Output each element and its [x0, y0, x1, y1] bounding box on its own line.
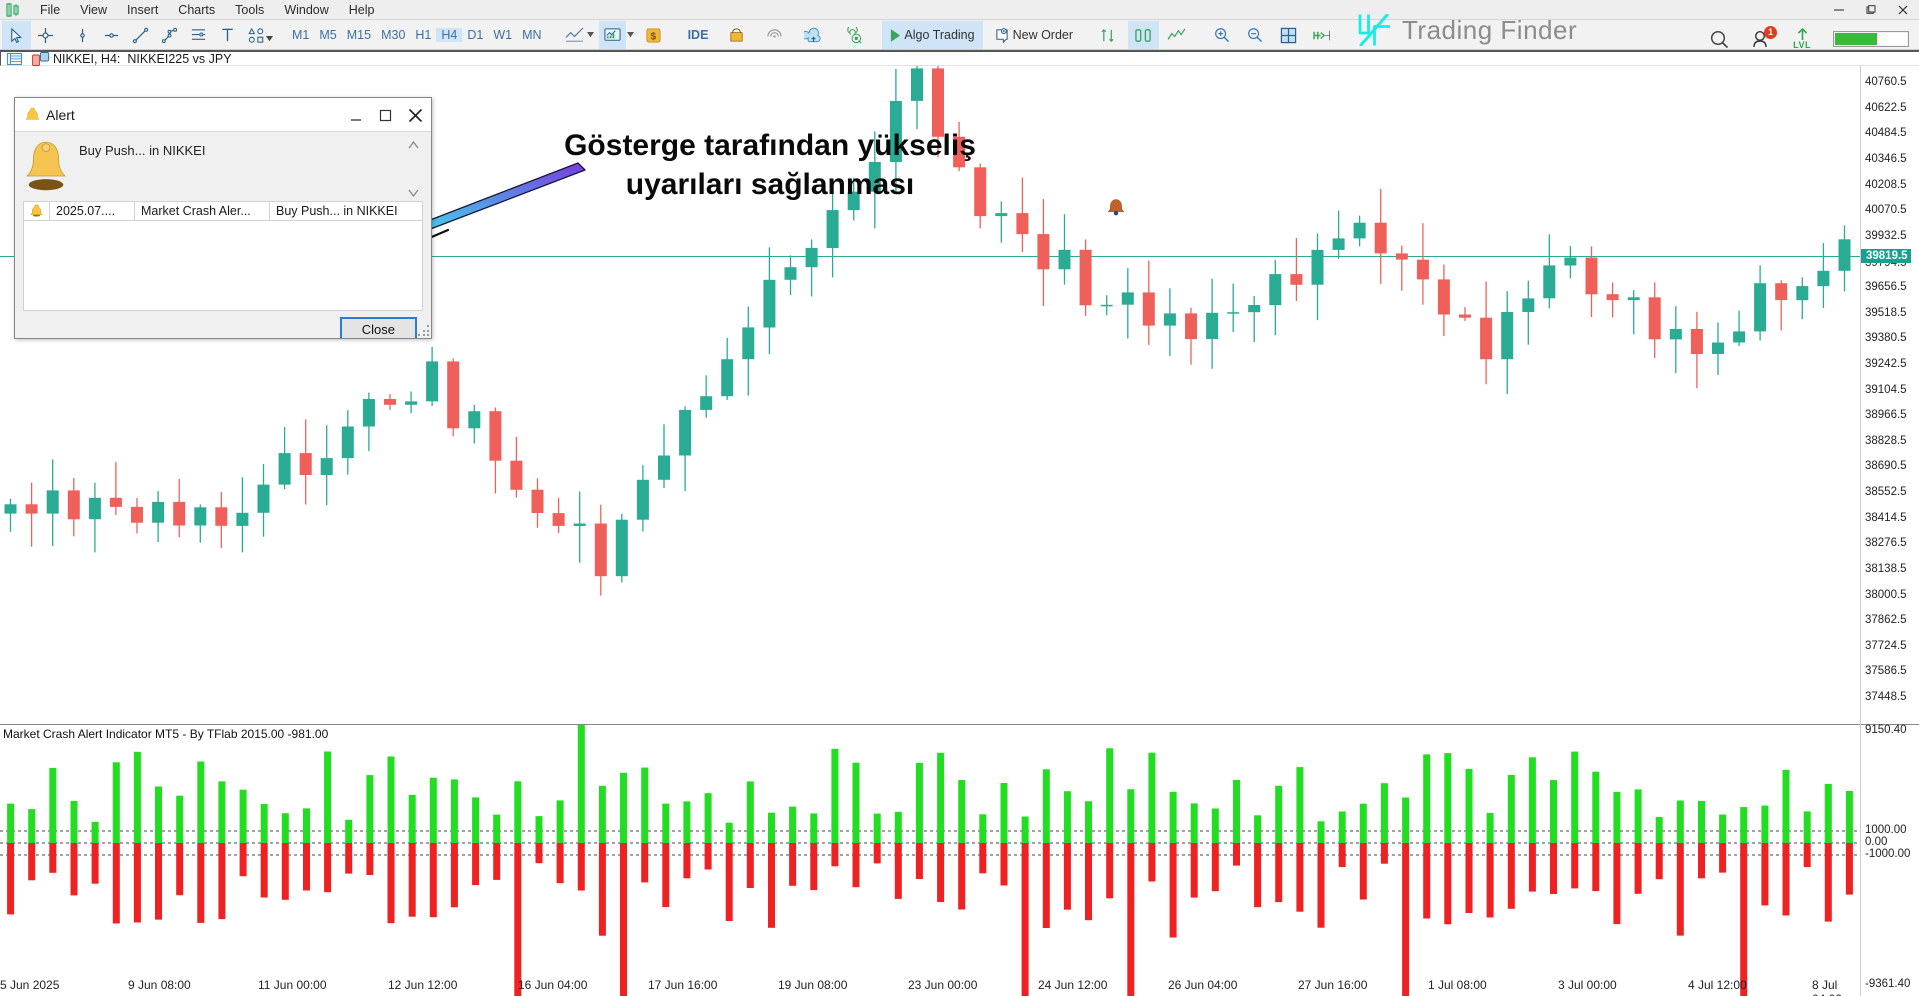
svg-text:$: $	[650, 31, 656, 42]
